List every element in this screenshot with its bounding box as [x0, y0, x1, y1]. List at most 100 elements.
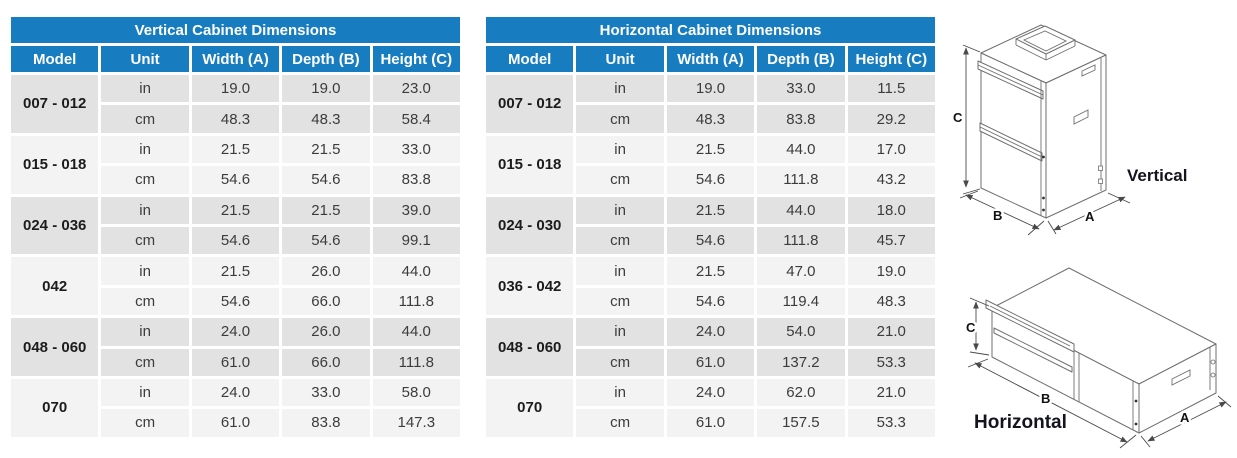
horizontal-cabinet-figure: C B A Horizontal	[944, 236, 1237, 458]
unit-cell: cm	[576, 409, 664, 437]
value-cell: 54.0	[757, 318, 845, 346]
column-header: Width (A)	[191, 46, 280, 72]
value-cell: 53.3	[847, 409, 935, 437]
unit-cell: in	[101, 75, 189, 103]
model-cell: 007 - 012	[11, 75, 99, 133]
column-header: Width (A)	[666, 46, 755, 72]
value-cell: 61.0	[191, 409, 280, 437]
value-cell: 111.8	[757, 166, 845, 194]
vertical-cabinet-drawing: C B A Vertical	[951, 24, 1188, 236]
model-cell: 007 - 012	[486, 75, 574, 133]
value-cell: 53.3	[847, 348, 935, 376]
value-cell: 21.5	[191, 257, 280, 285]
value-cell: 21.0	[847, 378, 935, 407]
value-cell: 54.6	[191, 287, 280, 316]
value-cell: 29.2	[847, 105, 935, 133]
value-cell: 137.2	[757, 348, 845, 376]
value-cell: 83.8	[282, 409, 370, 437]
value-cell: 33.0	[282, 378, 370, 407]
model-cell: 048 - 060	[486, 318, 574, 376]
unit-cell: in	[576, 378, 664, 407]
value-cell: 54.6	[666, 226, 755, 255]
value-cell: 48.3	[666, 105, 755, 133]
value-cell: 19.0	[282, 75, 370, 103]
value-cell: 61.0	[666, 348, 755, 376]
value-cell: 111.8	[372, 348, 460, 376]
value-cell: 33.0	[757, 75, 845, 103]
unit-cell: cm	[576, 226, 664, 255]
table-row: cm 54.6 66.0 111.8	[11, 287, 460, 316]
table-row: cm 54.6 54.6 83.8	[11, 166, 460, 194]
table-row: cm 48.3 48.3 58.4	[11, 105, 460, 133]
vertical-dim-depth-label: B	[993, 208, 1002, 223]
column-header: Depth (B)	[757, 46, 845, 72]
value-cell: 24.0	[191, 378, 280, 407]
value-cell: 44.0	[372, 257, 460, 285]
table-row: cm 54.6 111.8 43.2	[486, 166, 935, 194]
value-cell: 17.0	[847, 135, 935, 164]
table-row: 007 - 012 in 19.0 33.0 11.5	[486, 75, 935, 133]
unit-cell: cm	[576, 166, 664, 194]
table-row: cm 61.0 137.2 53.3	[486, 348, 935, 376]
value-cell: 54.6	[282, 226, 370, 255]
value-cell: 83.8	[757, 105, 845, 133]
unit-cell: cm	[576, 348, 664, 376]
unit-cell: cm	[101, 105, 189, 133]
table-row: 048 - 060 in 24.0 54.0 21.0	[486, 318, 935, 376]
value-cell: 24.0	[666, 378, 755, 407]
value-cell: 26.0	[282, 318, 370, 346]
column-header: Model	[486, 46, 574, 72]
vertical-cabinet-figure: C B A Vertical	[944, 5, 1237, 236]
value-cell: 21.0	[847, 318, 935, 346]
unit-cell: in	[101, 257, 189, 285]
value-cell: 44.0	[372, 318, 460, 346]
table-title: Vertical Cabinet Dimensions	[11, 17, 460, 43]
value-cell: 48.3	[847, 287, 935, 316]
table-row: 070 in 24.0 33.0 58.0	[11, 378, 460, 437]
table-row: cm 54.6 119.4 48.3	[486, 287, 935, 316]
value-cell: 47.0	[757, 257, 845, 285]
model-cell: 070	[11, 378, 99, 437]
vertical-dim-height-label: C	[953, 110, 963, 125]
model-cell: 042	[11, 257, 99, 316]
unit-cell: in	[576, 318, 664, 346]
value-cell: 21.5	[191, 135, 280, 164]
unit-cell: cm	[101, 166, 189, 194]
unit-cell: cm	[101, 226, 189, 255]
horizontal-cabinet-drawing: C B A Horizontal	[964, 267, 1232, 449]
value-cell: 21.5	[282, 196, 370, 224]
horizontal-dimensions-table: Horizontal Cabinet Dimensions Model Unit Wi…	[483, 14, 938, 440]
model-cell: 015 - 018	[486, 135, 574, 194]
model-cell: 036 - 042	[486, 257, 574, 316]
column-header: Depth (B)	[282, 46, 370, 72]
value-cell: 21.5	[666, 135, 755, 164]
value-cell: 18.0	[847, 196, 935, 224]
unit-cell: in	[576, 257, 664, 285]
vertical-dim-width-label: A	[1085, 209, 1095, 224]
unit-cell: cm	[576, 287, 664, 316]
value-cell: 39.0	[372, 196, 460, 224]
value-cell: 33.0	[372, 135, 460, 164]
vertical-figure-label: Vertical	[1127, 166, 1188, 185]
model-cell: 015 - 018	[11, 135, 99, 194]
value-cell: 45.7	[847, 226, 935, 255]
horizontal-dim-width-label: A	[1180, 410, 1190, 425]
table-row: cm 61.0 66.0 111.8	[11, 348, 460, 376]
value-cell: 54.6	[191, 226, 280, 255]
column-header: Model	[11, 46, 99, 72]
value-cell: 21.5	[666, 257, 755, 285]
value-cell: 43.2	[847, 166, 935, 194]
value-cell: 21.5	[191, 196, 280, 224]
table-row: 042 in 21.5 26.0 44.0	[11, 257, 460, 316]
column-header: Height (C)	[372, 46, 460, 72]
table-row: 007 - 012 in 19.0 19.0 23.0	[11, 75, 460, 133]
value-cell: 54.6	[666, 287, 755, 316]
value-cell: 66.0	[282, 287, 370, 316]
unit-cell: cm	[101, 348, 189, 376]
table-row: 036 - 042 in 21.5 47.0 19.0	[486, 257, 935, 316]
value-cell: 61.0	[191, 348, 280, 376]
unit-cell: cm	[101, 287, 189, 316]
unit-cell: cm	[101, 409, 189, 437]
value-cell: 26.0	[282, 257, 370, 285]
column-header: Height (C)	[847, 46, 935, 72]
